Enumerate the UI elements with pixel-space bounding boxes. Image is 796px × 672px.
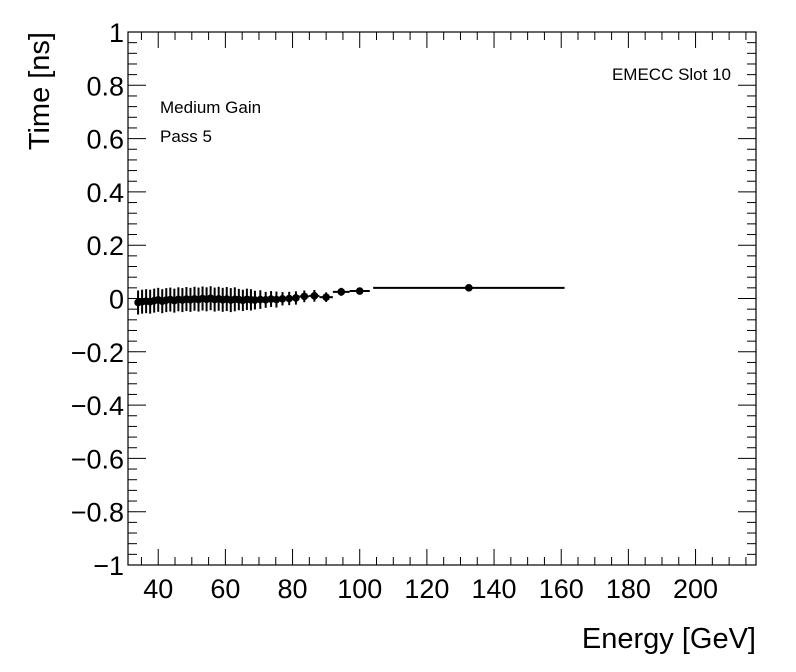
gain-label: Medium Gain xyxy=(160,98,261,117)
x-tick-label: 180 xyxy=(606,574,651,604)
y-tick-label: 0.2 xyxy=(86,231,124,261)
data-point xyxy=(373,284,565,292)
point-marker xyxy=(322,293,330,301)
y-axis-title: Time [ns] xyxy=(24,32,56,150)
x-tick-label: 40 xyxy=(143,574,173,604)
y-tick-label: 0.6 xyxy=(86,125,124,155)
data-point xyxy=(272,291,281,308)
x-tick-label: 80 xyxy=(278,574,308,604)
data-point xyxy=(349,287,370,295)
data-point xyxy=(278,292,287,306)
y-tick-label: −0.6 xyxy=(71,444,124,474)
y-tick-labels: −1 −0.8 −0.6 −0.4 −0.2 0 0.2 0.4 0.6 0.8 1 xyxy=(71,18,124,581)
slot-label: EMECC Slot 10 xyxy=(612,65,731,84)
x-tick-labels: 40 60 80 100 120 140 160 180 200 xyxy=(143,574,718,604)
axis-ticks xyxy=(128,31,756,566)
data-point xyxy=(256,290,265,309)
data-point xyxy=(292,291,300,305)
x-tick-label: 200 xyxy=(673,574,718,604)
y-tick-label: 0 xyxy=(109,285,124,315)
data-points xyxy=(134,284,565,315)
point-marker xyxy=(272,295,281,304)
x-tick-label: 120 xyxy=(404,574,449,604)
y-tick-label: −1 xyxy=(93,551,124,581)
point-marker xyxy=(285,294,293,303)
data-point xyxy=(285,291,293,306)
x-tick-label: 60 xyxy=(210,574,240,604)
data-point xyxy=(319,292,333,302)
data-point xyxy=(251,290,259,310)
x-axis-title: Energy [GeV] xyxy=(582,623,756,655)
y-tick-label: −0.4 xyxy=(71,391,124,421)
point-marker xyxy=(256,295,265,304)
y-tick-label: 1 xyxy=(109,18,124,48)
y-tick-label: 0.4 xyxy=(86,178,124,208)
y-tick-label: −0.2 xyxy=(71,338,124,368)
point-marker xyxy=(300,292,309,301)
x-tick-label: 140 xyxy=(472,574,517,604)
point-marker xyxy=(355,287,364,295)
point-marker xyxy=(465,284,473,292)
point-marker xyxy=(310,292,319,300)
y-tick-label: 0.8 xyxy=(86,71,124,101)
point-marker xyxy=(292,294,300,302)
x-tick-label: 100 xyxy=(337,574,382,604)
x-tick-label: 160 xyxy=(539,574,584,604)
data-point xyxy=(309,289,320,302)
point-marker xyxy=(278,294,287,303)
data-point xyxy=(332,287,350,296)
y-tick-label: −0.8 xyxy=(71,498,124,528)
pass-label: Pass 5 xyxy=(160,127,212,146)
point-marker xyxy=(337,288,346,296)
data-point xyxy=(299,290,310,303)
